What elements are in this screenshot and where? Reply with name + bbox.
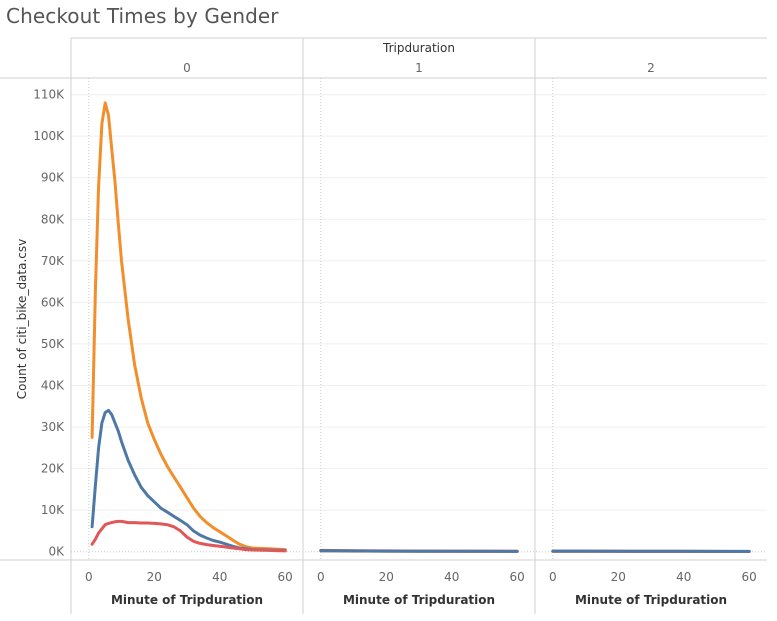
y-tick-label: 30K xyxy=(41,420,65,434)
y-tick-label: 110K xyxy=(33,88,65,102)
x-tick-label: 0 xyxy=(549,570,557,584)
y-tick-label: 10K xyxy=(41,503,65,517)
y-tick-label: 70K xyxy=(41,254,65,268)
x-axis-title: Minute of Tripduration xyxy=(343,593,495,607)
panel-label: 2 xyxy=(647,61,655,75)
y-tick-label: 0K xyxy=(48,545,65,559)
y-tick-label: 60K xyxy=(41,295,65,309)
panel-label: 1 xyxy=(415,61,423,75)
x-tick-label: 40 xyxy=(444,570,459,584)
y-tick-label: 20K xyxy=(41,462,65,476)
x-tick-label: 40 xyxy=(676,570,691,584)
x-tick-label: 20 xyxy=(611,570,626,584)
x-tick-label: 60 xyxy=(278,570,293,584)
x-tick-label: 0 xyxy=(85,570,93,584)
x-tick-label: 20 xyxy=(379,570,394,584)
x-tick-label: 20 xyxy=(147,570,162,584)
series-line xyxy=(90,101,287,552)
column-header: Tripduration xyxy=(382,41,455,55)
x-tick-label: 0 xyxy=(317,570,325,584)
panel-label: 0 xyxy=(183,61,191,75)
y-axis-title: Count of citi_bike_data.csv xyxy=(15,239,29,399)
y-tick-label: 100K xyxy=(33,129,65,143)
x-tick-label: 40 xyxy=(212,570,227,584)
y-tick-label: 50K xyxy=(41,337,65,351)
x-tick-label: 60 xyxy=(742,570,757,584)
y-tick-label: 90K xyxy=(41,171,65,185)
series-line xyxy=(90,519,287,553)
x-tick-label: 60 xyxy=(510,570,525,584)
x-axis-title: Minute of Tripduration xyxy=(575,593,727,607)
y-tick-label: 80K xyxy=(41,212,65,226)
y-tick-label: 40K xyxy=(41,378,65,392)
chart-title: Checkout Times by Gender xyxy=(6,4,279,28)
series-line xyxy=(319,549,519,553)
x-axis-title: Minute of Tripduration xyxy=(111,593,263,607)
series-line xyxy=(90,408,287,552)
